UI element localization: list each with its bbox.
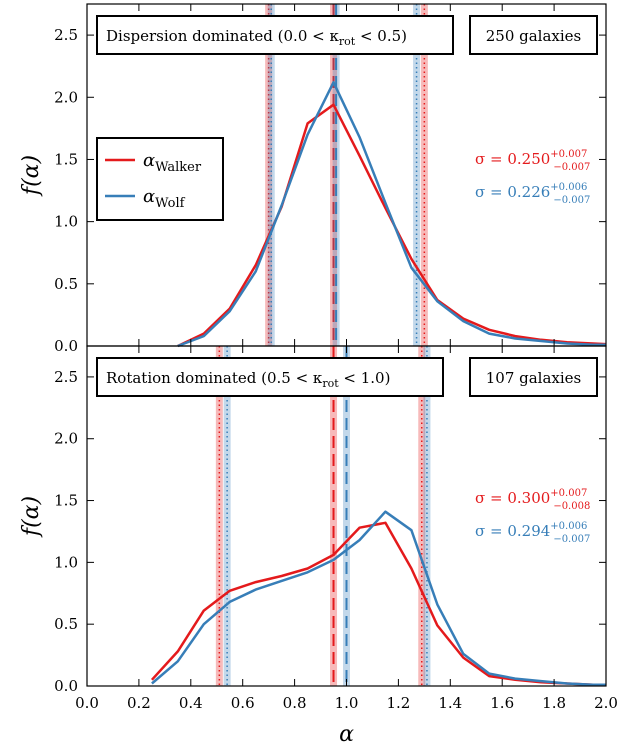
count-box-text: 250 galaxies — [486, 27, 582, 45]
legend-symbol: α — [143, 150, 155, 171]
x-tick-label: 1.4 — [438, 694, 462, 712]
series-line-walker — [177, 103, 607, 348]
x-tick-label: 2.0 — [594, 694, 618, 712]
title-box-text: Rotation dominated (0.5 < κrot < 1.0) — [106, 369, 390, 390]
y-tick-label: 1.5 — [54, 150, 78, 168]
title-box — [96, 15, 454, 55]
y-tick-label: 0.5 — [54, 615, 78, 633]
panel-2: 0.0 0.5 1.0 1.5 2.0 2.5 f(α) Rotation dominated… — [19, 345, 607, 695]
x-tick-label: 0.8 — [283, 694, 307, 712]
legend-box — [96, 137, 224, 221]
sigma-upper-error: +0.006 — [550, 521, 587, 532]
y-axis-label: f(α) — [19, 496, 44, 538]
sigma-upper-error: +0.007 — [550, 488, 587, 499]
x-tick-label: 0.6 — [231, 694, 255, 712]
legend-subscript: Wolf — [155, 196, 185, 211]
y-tick-label: 2.0 — [54, 430, 78, 448]
sigma-upper-error: +0.007 — [550, 149, 587, 160]
legend-symbol: α — [143, 186, 155, 207]
x-tick-label: 0.2 — [127, 694, 151, 712]
confidence-band-wolf-low — [223, 346, 231, 686]
title-box-main: Rotation dominated (0.5 < κ — [106, 369, 323, 387]
title-box-end: < 0.5) — [355, 27, 407, 45]
sigma-lower-error: −0.007 — [553, 162, 590, 173]
y-axis-label: f(α) — [19, 155, 44, 197]
sigma-annotation-walker: σ = 0.300+0.007 −0.008 — [475, 488, 590, 512]
title-box — [96, 357, 444, 397]
y-tick-label: 2.5 — [54, 26, 78, 44]
legend-label-walker: αWalker — [143, 150, 202, 175]
y-tick-label: 1.0 — [54, 213, 78, 231]
sigma-value: σ = 0.294 — [475, 522, 550, 540]
sigma-value: σ = 0.300 — [475, 489, 550, 507]
sigma-value: σ = 0.226 — [475, 183, 550, 201]
y-tick-label: 0.0 — [54, 337, 78, 355]
x-tick-label: 0.0 — [75, 694, 99, 712]
sigma-annotation-wolf: σ = 0.226+0.006 −0.007 — [475, 182, 590, 206]
sigma-annotation-wolf: σ = 0.294+0.006 −0.007 — [475, 521, 590, 545]
panel-1: 0.0 0.5 1.0 1.5 2.0 2.5 f(α) Dispersion dominat… — [19, 3, 607, 355]
series-line-wolf — [151, 510, 606, 687]
title-box-end: < 1.0) — [339, 369, 391, 387]
confidence-band-walker-high — [418, 346, 426, 686]
x-tick-label: 1.0 — [335, 694, 359, 712]
sigma-lower-error: −0.007 — [553, 534, 590, 545]
title-box-text: Dispersion dominated (0.0 < κrot < 0.5) — [106, 27, 407, 48]
series-line-wolf — [177, 81, 606, 348]
y-tick-label: 1.5 — [54, 492, 78, 510]
count-box — [469, 15, 598, 55]
y-tick-label: 1.0 — [54, 553, 78, 571]
title-box-subscript: rot — [339, 35, 356, 48]
count-box — [469, 357, 598, 397]
y-tick-label: 0.5 — [54, 275, 78, 293]
sigma-lower-error: −0.008 — [553, 501, 590, 512]
title-box-main: Dispersion dominated (0.0 < κ — [106, 27, 339, 45]
legend-label-wolf: αWolf — [143, 186, 186, 211]
sigma-lower-error: −0.007 — [553, 195, 590, 206]
x-axis-label: α — [339, 722, 354, 747]
sigma-upper-error: +0.006 — [550, 182, 587, 193]
sigma-annotation-walker: σ = 0.250+0.007 −0.007 — [475, 149, 590, 173]
x-tick-label: 0.4 — [179, 694, 203, 712]
confidence-band-wolf-high — [423, 346, 431, 686]
y-tick-label: 2.0 — [54, 88, 78, 106]
x-tick-label: 1.2 — [386, 694, 410, 712]
y-tick-label: 2.5 — [54, 368, 78, 386]
count-box-text: 107 galaxies — [486, 369, 582, 387]
x-tick-label: 1.6 — [490, 694, 514, 712]
confidence-band-walker-low — [215, 346, 223, 686]
title-box-subscript: rot — [322, 377, 339, 390]
sigma-value: σ = 0.250 — [475, 150, 550, 168]
legend-subscript: Walker — [155, 160, 202, 175]
y-tick-label: 0.0 — [54, 677, 78, 695]
x-tick-label: 1.8 — [542, 694, 566, 712]
